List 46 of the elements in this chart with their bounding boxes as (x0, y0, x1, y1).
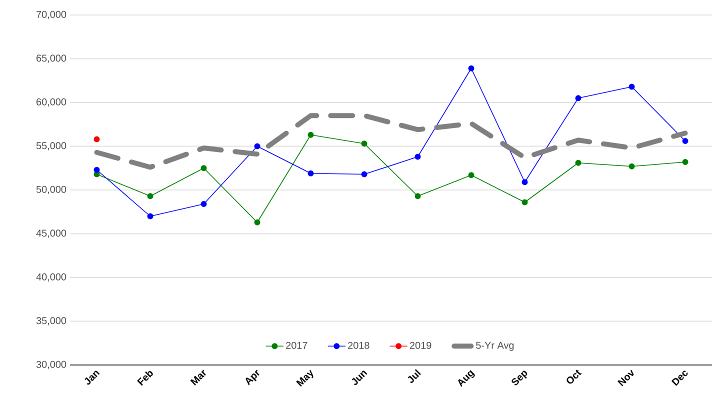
y-tick-label: 35,000 (36, 317, 66, 326)
point (522, 179, 528, 186)
y-tick-label: 50,000 (36, 186, 66, 194)
point (200, 165, 207, 172)
point (361, 140, 368, 147)
point (200, 201, 207, 207)
point (414, 193, 421, 200)
point (628, 163, 635, 170)
x-tick-label: Jan (84, 370, 100, 385)
point (468, 65, 474, 72)
legend-label: 2017 (286, 342, 308, 349)
y-tick-label: 55,000 (36, 142, 66, 150)
x-tick-label: Oct (566, 370, 582, 384)
point (308, 132, 314, 138)
point (628, 84, 635, 90)
point (682, 138, 688, 144)
point (147, 213, 154, 220)
x-tick-label: Sep (512, 370, 528, 386)
point (575, 95, 582, 102)
point (522, 199, 528, 206)
y-tick-label: 45,000 (36, 230, 66, 238)
point (575, 160, 582, 166)
point (147, 193, 154, 200)
y-tick-label: 65,000 (36, 54, 66, 63)
y-tick-label: 30,000 (36, 360, 66, 370)
legend-label: 2019 (410, 342, 432, 349)
legend-label: 2018 (348, 342, 370, 349)
x-tick-label: Feb (137, 370, 153, 386)
point (468, 172, 474, 178)
point (682, 159, 688, 165)
x-tick-label: Mar (190, 370, 206, 386)
point (254, 143, 260, 150)
legend-label: 5-Yr Avg (476, 342, 514, 351)
x-tick-label: Jun (352, 370, 368, 386)
point (254, 219, 260, 226)
x-tick-label: Apr (246, 370, 260, 386)
y-tick-label: 70,000 (36, 10, 66, 20)
x-tick-label: Jul (408, 369, 421, 383)
point (94, 166, 100, 173)
point (94, 136, 100, 142)
y-tick-label: 60,000 (36, 98, 66, 107)
point (361, 171, 368, 178)
y-tick-label: 40,000 (36, 273, 66, 282)
x-tick-label: Dec (671, 370, 688, 386)
point (308, 170, 314, 176)
point (414, 154, 421, 160)
